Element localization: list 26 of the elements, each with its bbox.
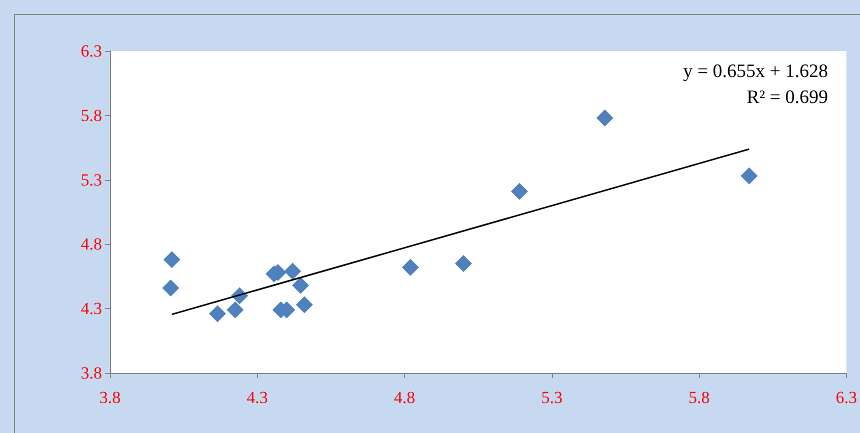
point [596, 109, 614, 126]
point [296, 296, 313, 314]
point [740, 167, 758, 184]
point [209, 305, 226, 322]
x-tick-label: 4.3 [246, 388, 268, 407]
x-tick-label: 5.8 [688, 388, 710, 407]
point [510, 182, 528, 200]
point [292, 276, 310, 294]
annotation: R² = 0.699 [746, 87, 828, 108]
y-tick-label: 5.3 [80, 170, 102, 190]
x-tick-label: 3.8 [99, 388, 121, 407]
y-tick-label: 6.3 [80, 42, 102, 60]
point [402, 258, 419, 276]
y-tick-label: 3.8 [80, 364, 102, 382]
y-tick-label: 4.3 [80, 299, 102, 318]
x-tick-label: 4.8 [394, 388, 416, 407]
y-tick-label: 5.8 [80, 106, 102, 125]
point [162, 279, 180, 296]
point [226, 301, 244, 318]
point [163, 251, 180, 268]
x-tick-label: 6.3 [836, 388, 857, 407]
y-tick-label: 4.8 [80, 234, 102, 254]
point [284, 262, 302, 280]
annotation: y = 0.655x + 1.628 [683, 61, 828, 82]
point [454, 255, 472, 272]
x-tick-label: 5.3 [541, 388, 562, 407]
